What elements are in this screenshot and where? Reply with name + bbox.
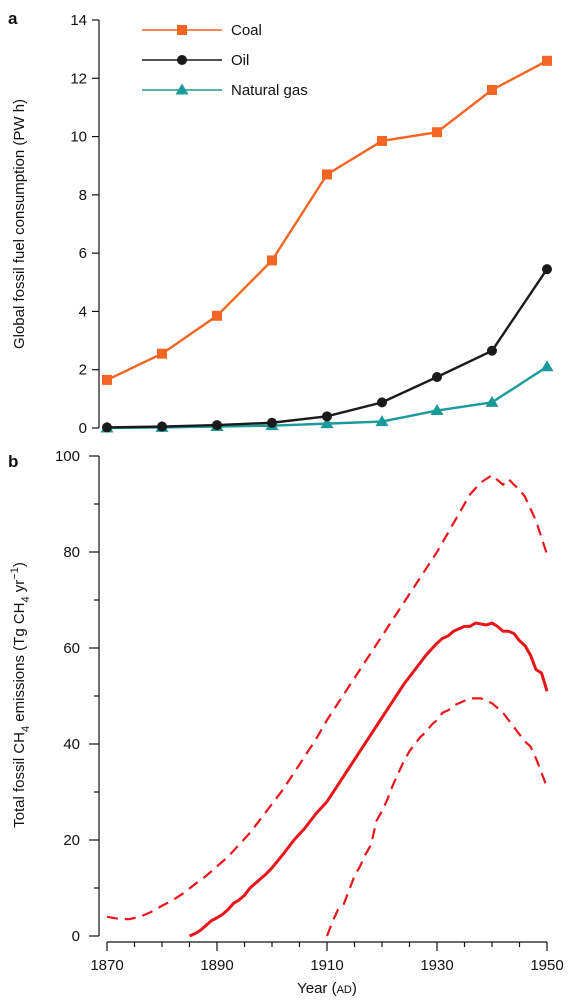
coal-point xyxy=(102,374,112,385)
legend-item-coal: Coal xyxy=(142,22,262,39)
panel-a-y-tick-label: 0 xyxy=(79,420,87,437)
panel-b-series xyxy=(106,474,549,938)
panel-a-y-tick-label: 8 xyxy=(79,187,87,204)
coal-point xyxy=(542,55,552,66)
oil-point xyxy=(102,422,112,433)
legend-marker-oil xyxy=(177,55,187,65)
emissions-bound-line xyxy=(325,697,549,937)
series-coal xyxy=(102,55,552,385)
legend-marker-natural-gas xyxy=(175,83,189,95)
legend-label: Natural gas xyxy=(231,82,308,99)
coal-point xyxy=(212,310,222,321)
coal-point xyxy=(487,84,497,95)
natural-gas-point xyxy=(540,360,554,372)
oil-point xyxy=(377,397,387,408)
legend-item-oil: Oil xyxy=(142,52,249,69)
panel-a-y-tick-label: 2 xyxy=(79,362,87,379)
oil-point xyxy=(432,372,442,382)
panel-b-y-tick-label: 0 xyxy=(72,928,80,945)
panel-b-y-axis-title: Total fossil CH4 emissions (Tg CH4 yr−1) xyxy=(9,562,32,828)
coal-point xyxy=(432,127,442,138)
panel-a-y-tick-label: 6 xyxy=(79,245,87,262)
legend-label: Coal xyxy=(231,22,262,39)
legend-item-natural-gas: Natural gas xyxy=(142,82,308,99)
natural-gas-point xyxy=(320,417,334,429)
panel-b-label: b xyxy=(8,452,18,471)
panel-a-legend: Coal Oil Natural gas xyxy=(142,22,308,99)
natural-gas-point xyxy=(485,395,499,407)
panel-b-y-tick-label: 40 xyxy=(63,736,80,753)
panel-b-y-ticks: 0 20 40 60 80 100 xyxy=(55,448,99,945)
panel-a-y-ticks: 0 2 4 6 8 10 12 14 xyxy=(70,12,99,437)
panel-a-y-tick-label: 12 xyxy=(70,70,87,87)
panel-b-y-tick-label: 80 xyxy=(63,544,80,561)
panel-a: 0 2 4 6 8 10 12 14 Global fossil fuel consumpti… xyxy=(11,12,554,437)
coal-point xyxy=(377,135,387,146)
oil-point xyxy=(487,345,497,356)
panel-b: 0 20 40 60 80 100 1870 1890 1910 1930 1950 Total … xyxy=(9,448,564,997)
natural-gas-point xyxy=(375,415,389,427)
panel-b-x-tick-label: 1890 xyxy=(200,957,233,974)
legend-label: Oil xyxy=(231,52,249,69)
panel-b-x-ticks: 1870 1890 1910 1930 1950 xyxy=(90,942,564,974)
panel-b-y-tick-label: 20 xyxy=(63,832,80,849)
panel-b-x-tick-label: 1930 xyxy=(420,957,453,974)
panel-a-y-tick-label: 10 xyxy=(70,129,87,146)
panel-a-y-tick-label: 14 xyxy=(70,12,87,29)
emissions-bound-line xyxy=(106,474,549,921)
natural-gas-point xyxy=(430,404,444,416)
panel-b-x-tick-label: 1870 xyxy=(90,957,123,974)
coal-line xyxy=(106,59,548,381)
oil-point xyxy=(542,264,552,275)
panel-a-y-tick-label: 4 xyxy=(79,303,87,320)
coal-point xyxy=(267,255,277,266)
panel-a-series xyxy=(100,55,554,433)
oil-point xyxy=(157,421,167,432)
legend-marker-coal xyxy=(177,25,187,35)
panel-b-x-tick-label: 1910 xyxy=(310,957,343,974)
panel-b-y-tick-label: 100 xyxy=(55,448,80,465)
emissions-central-line xyxy=(188,621,549,938)
panel-b-x-tick-label: 1950 xyxy=(530,957,563,974)
oil-point xyxy=(267,417,277,428)
series-oil xyxy=(102,264,552,433)
panel-b-y-tick-label: 60 xyxy=(63,640,80,657)
panel-a-y-axis-title: Global fossil fuel consumption (PW h) xyxy=(11,99,28,349)
series-natural-gas xyxy=(100,360,554,433)
coal-point xyxy=(157,348,167,359)
panel-a-label: a xyxy=(8,9,18,28)
panel-b-x-axis-title: Year (AD) xyxy=(297,980,357,997)
oil-point xyxy=(212,420,222,431)
oil-point xyxy=(322,411,332,422)
coal-point xyxy=(322,169,332,180)
